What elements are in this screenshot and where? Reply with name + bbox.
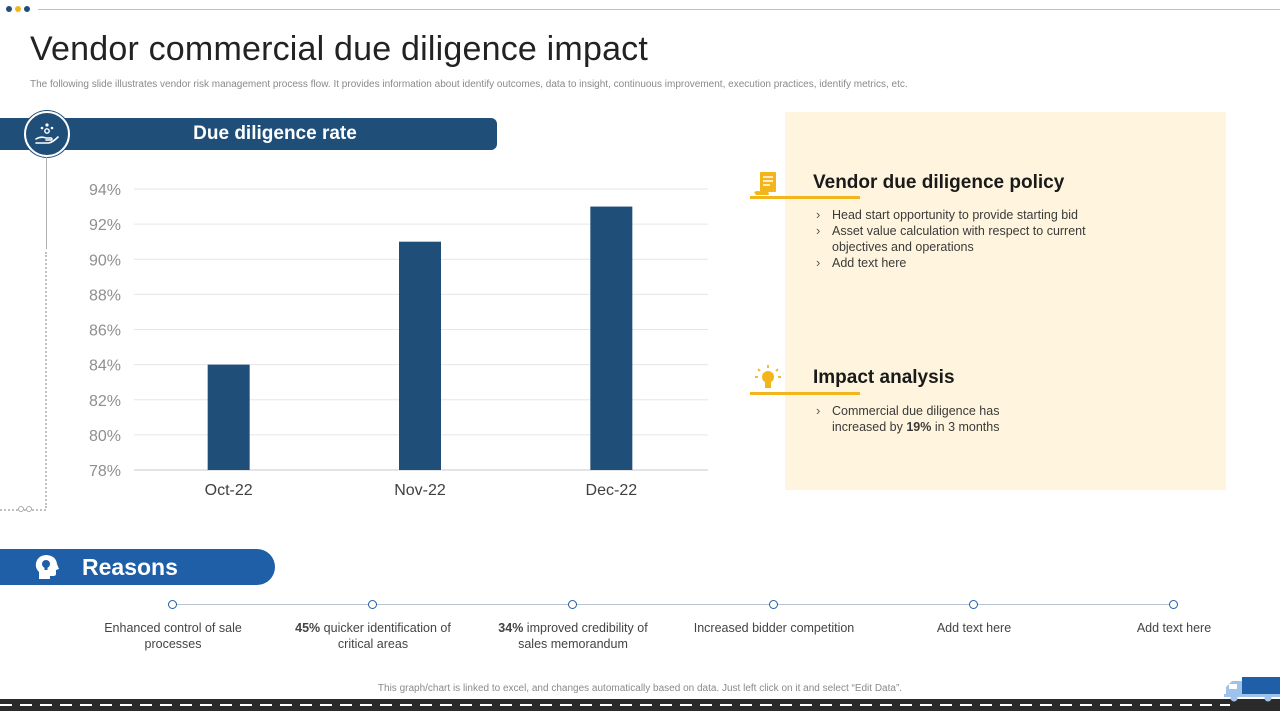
page-subtitle: The following slide illustrates vendor r… <box>30 79 908 90</box>
bar-oct-22[interactable] <box>207 364 250 470</box>
dot-blue <box>6 6 12 12</box>
y-tick-label: 86% <box>89 323 121 340</box>
reason-text: improved credibility of sales memorandum <box>518 621 648 651</box>
reason-highlight: 34% <box>498 621 524 635</box>
list-item: Asset value calculation with respect to … <box>814 223 1114 255</box>
policy-underline <box>750 196 860 199</box>
y-tick-label: 84% <box>89 358 121 375</box>
hand-with-coins-icon <box>24 111 70 157</box>
reason-item: Enhanced control of sale processes <box>83 620 263 652</box>
timeline-node <box>368 600 377 609</box>
road-dashes <box>0 704 1230 706</box>
reason-item: Increased bidder competition <box>684 620 864 636</box>
timeline-node <box>168 600 177 609</box>
connector-dotted-line <box>45 252 47 508</box>
y-tick-label: 80% <box>89 428 121 445</box>
reason-item: 34% improved credibility of sales memora… <box>483 620 663 652</box>
y-tick-label: 92% <box>89 217 121 234</box>
timeline-node <box>769 600 778 609</box>
due-diligence-bar-chart: 78% 80% 82% 84% 86% 88% 90% 92% 94% Oct-22 Nov-22 D… <box>89 182 708 499</box>
y-tick-label: 94% <box>89 182 121 199</box>
x-tick-label: Nov-22 <box>394 482 446 499</box>
dot-blue-2 <box>24 6 30 12</box>
y-tick-label: 88% <box>89 287 121 304</box>
reason-text: Increased bidder competition <box>693 621 855 635</box>
y-tick-label: 82% <box>89 393 121 410</box>
truck-icon <box>1224 677 1280 702</box>
y-tick-label: 90% <box>89 252 121 269</box>
head-with-lightbulb-icon <box>35 555 59 579</box>
lightbulb-icon <box>755 365 781 388</box>
connector-line <box>46 157 47 249</box>
timeline-node <box>969 600 978 609</box>
dot-yellow <box>15 6 21 12</box>
impact-bullets: Commercial due diligence has increased b… <box>814 403 1034 435</box>
list-item: Head start opportunity to provide starti… <box>814 207 1114 223</box>
impact-underline <box>750 392 860 395</box>
top-divider <box>38 9 1280 10</box>
reason-text: Enhanced control of sale processes <box>104 621 242 651</box>
policy-title: Vendor due diligence policy <box>813 172 1065 193</box>
reason-highlight: 45% <box>295 621 321 635</box>
policy-document-icon <box>754 172 776 195</box>
top-dots <box>6 6 30 12</box>
bar-dec-22[interactable] <box>590 206 633 470</box>
x-tick-label: Dec-22 <box>586 482 638 499</box>
list-item: Commercial due diligence has increased b… <box>814 403 1034 435</box>
impact-highlight: 19% <box>906 420 932 434</box>
due-diligence-label: Due diligence rate <box>193 123 357 144</box>
reason-item: 45% quicker identification of critical a… <box>283 620 463 652</box>
timeline-node <box>1169 600 1178 609</box>
reason-text: Add text here <box>936 621 1012 635</box>
reason-item: Add text here <box>884 620 1064 636</box>
list-item: Add text here <box>814 255 1114 271</box>
page-title: Vendor commercial due diligence impact <box>30 30 649 68</box>
footnote: This graph/chart is linked to excel, and… <box>377 683 903 694</box>
reason-item: Add text here <box>1084 620 1264 636</box>
timeline-node <box>568 600 577 609</box>
bar-nov-22[interactable] <box>399 241 441 470</box>
due-diligence-banner: Due diligence rate <box>0 118 497 150</box>
policy-bullets: Head start opportunity to provide starti… <box>814 207 1114 271</box>
x-tick-label: Oct-22 <box>205 482 253 499</box>
reason-text: Add text here <box>1136 621 1212 635</box>
reasons-label: Reasons <box>82 554 178 580</box>
connector-end-circles <box>18 506 32 512</box>
reason-text: quicker identification of critical areas <box>320 621 451 651</box>
impact-text-end: in 3 months <box>931 420 1000 434</box>
impact-title: Impact analysis <box>813 367 955 388</box>
reasons-banner: Reasons <box>0 549 275 585</box>
reasons-timeline <box>173 604 1175 605</box>
impact-text: Commercial due diligence has increased b… <box>832 404 1000 434</box>
y-tick-label: 78% <box>89 463 121 480</box>
